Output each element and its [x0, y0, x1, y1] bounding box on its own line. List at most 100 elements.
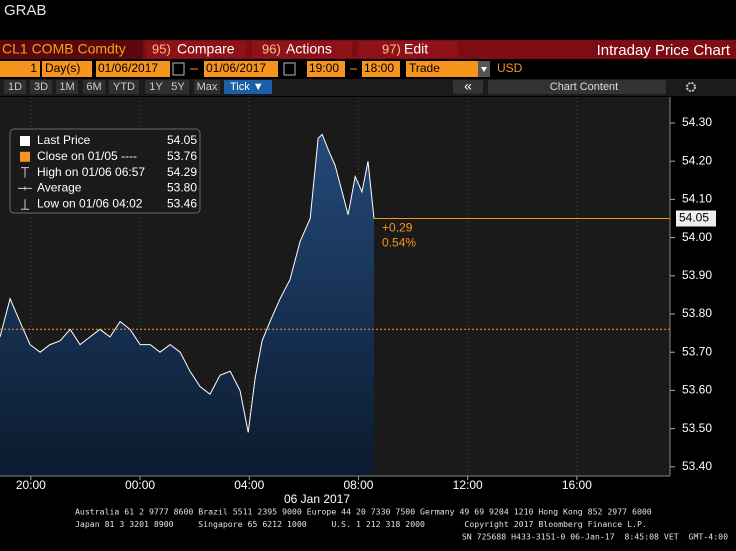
y-tick-label: 53.50 [682, 421, 712, 435]
window-title: GRAB [4, 2, 47, 19]
legend-label: High on 01/06 06:57 [37, 165, 145, 179]
panel-title: Intraday Price Chart [597, 42, 731, 59]
plot [0, 97, 670, 476]
period-button[interactable] [83, 80, 105, 94]
field-select: Trade [409, 61, 440, 75]
legend-label: Low on 01/06 04:02 [37, 196, 143, 210]
legend-swatch [18, 186, 32, 191]
period-label: 5Y [171, 81, 185, 93]
chart-content-button[interactable] [488, 80, 666, 94]
period-button[interactable] [4, 80, 26, 94]
price-line [0, 133, 375, 433]
y-tick-label: 53.70 [682, 344, 712, 358]
menu-label: Actions [286, 41, 332, 57]
ticker-box[interactable] [0, 40, 143, 59]
legend-value: 54.05 [167, 133, 197, 147]
legend-label: Average [37, 181, 82, 195]
legend-swatch [21, 199, 29, 210]
x-axis-date: 06 Jan 2017 [284, 492, 350, 506]
y-tick-label: 54.10 [682, 192, 712, 206]
legend: Last Price 54.05 Close on 01/05 ---- 53.76 H… [9, 128, 201, 214]
period-button[interactable] [56, 80, 78, 94]
menu-label: Compare [177, 41, 235, 57]
collapse: « [464, 78, 472, 94]
period-button[interactable] [145, 80, 167, 94]
dropdown[interactable] [406, 61, 490, 77]
x-tick-label: 16:00 [562, 478, 592, 492]
interval-button[interactable] [224, 80, 272, 94]
y-tick-label: 54.30 [682, 115, 712, 129]
footer-line: SN 725688 H433-3151-0 06-Jan-17 8:45:08 … [462, 532, 728, 542]
input[interactable] [307, 61, 345, 77]
menu-button[interactable] [358, 41, 458, 58]
arrow-icon [481, 67, 487, 72]
input[interactable] [42, 61, 92, 77]
period-label: 1D [8, 81, 22, 93]
menu-number: 95) [152, 41, 171, 56]
period-label: 3D [34, 81, 48, 93]
period-buttons: 1D 3D 1M 6M YTD 1Y 5Y Max [4, 80, 220, 94]
chart-content: Chart Content [550, 81, 618, 93]
menu-button[interactable] [146, 41, 246, 58]
settings-icon[interactable] [686, 82, 696, 92]
calendar-icon[interactable] [283, 62, 296, 76]
price-area [0, 134, 374, 476]
legend-value: 53.46 [167, 196, 197, 210]
last-price-tag-label: 54.05 [679, 211, 709, 225]
x-tick-label: 08:00 [343, 478, 373, 492]
legend-swatch [20, 136, 30, 146]
ticker: CL1 COMB Comdty [2, 41, 126, 57]
period-button[interactable] [194, 80, 220, 94]
period-button[interactable] [109, 80, 139, 94]
period-button[interactable] [30, 80, 52, 94]
x-tick-label: 12:00 [453, 478, 483, 492]
menu-label: Edit [404, 41, 428, 57]
x-tick-label: 00:00 [125, 478, 155, 492]
legend-swatch [20, 151, 30, 162]
x-tick-label: 04:00 [234, 478, 264, 492]
legend-value: 53.76 [167, 149, 197, 163]
menu-button[interactable] [252, 41, 352, 58]
collapse-button[interactable] [453, 80, 483, 94]
legend-swatch [21, 167, 29, 178]
start-date: 01/06/2017 [98, 61, 158, 75]
unit-input: Day(s) [45, 61, 80, 75]
y-tick-label: 53.40 [682, 459, 712, 473]
last-price-tag [676, 210, 716, 227]
calendar-icon[interactable] [172, 62, 185, 76]
legend-value: 54.29 [167, 165, 197, 179]
period-button[interactable] [167, 80, 189, 94]
period-label: 1M [59, 81, 74, 93]
menu-number: 97) [382, 41, 401, 56]
input[interactable] [204, 61, 278, 77]
legend-value: 53.80 [167, 181, 197, 195]
y-tick-label: 53.80 [682, 306, 712, 320]
change-annotation: 0.54% [382, 236, 416, 250]
end-time: 18:00 [364, 61, 394, 75]
start-time: 19:00 [309, 61, 339, 75]
y-tick-label: 53.60 [682, 383, 712, 397]
period-label: Max [197, 81, 218, 93]
input[interactable] [362, 61, 400, 77]
input[interactable] [96, 61, 170, 77]
y-tick-label: 53.90 [682, 268, 712, 282]
menu-number: 96) [262, 41, 281, 56]
interval: Tick ▼ [230, 81, 264, 93]
currency: USD [497, 61, 523, 75]
x-tick-label: 20:00 [16, 478, 46, 492]
y-tick-label: 54.00 [682, 230, 712, 244]
footer-line: Japan 81 3 3201 8900 Singapore 65 6212 1… [75, 519, 647, 529]
footer-line: Australia 61 2 9777 8600 Brazil 5511 239… [75, 507, 652, 517]
input[interactable] [0, 61, 40, 77]
legend-label: Last Price [37, 133, 91, 147]
period-label: 6M [86, 81, 101, 93]
change-annotation: +0.29 [382, 221, 413, 235]
days-input: 1 [30, 61, 37, 75]
period-label: YTD [113, 81, 135, 93]
legend-label: Close on 01/05 ---- [37, 149, 137, 163]
y-tick-label: 54.20 [682, 153, 712, 167]
legend-box [9, 128, 201, 214]
end-date: 01/06/2017 [206, 61, 266, 75]
footer: Australia 61 2 9777 8600 Brazil 5511 239… [75, 507, 728, 542]
